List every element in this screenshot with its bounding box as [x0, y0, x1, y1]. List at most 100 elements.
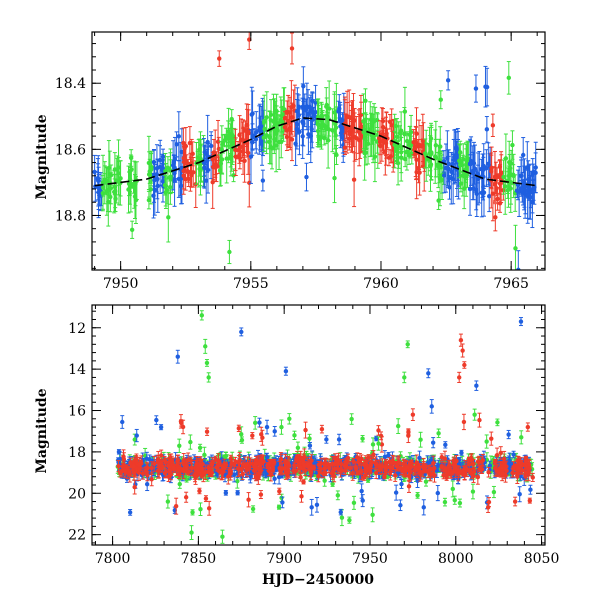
bottom-green-point [452, 498, 457, 503]
top-axes: 7950 7955 7960 7965 18.4 18.6 18.8 [55, 31, 546, 292]
top-green-point [407, 139, 413, 145]
top-green-point [165, 165, 171, 171]
top-green-point [226, 133, 231, 138]
top-green-point [132, 194, 138, 199]
bottom-green-point [349, 416, 354, 422]
top-blue-point [254, 130, 259, 135]
top-red-point [490, 123, 496, 128]
top-blue-point [450, 176, 456, 182]
top-red-point [217, 56, 222, 61]
top-red-point [190, 151, 195, 157]
top-blue-point [301, 121, 306, 126]
top-red-point [497, 164, 503, 169]
bottom-green-point [495, 420, 500, 425]
top-green-point [511, 172, 516, 177]
top-red-point [347, 114, 352, 120]
top-blue-point [92, 169, 97, 175]
top-green-point [464, 158, 469, 164]
top-red-point [284, 128, 290, 133]
top-blue-point [160, 154, 166, 159]
top-red-point [185, 168, 190, 174]
top-x-tick-label: 7965 [493, 276, 529, 292]
top-blue-point [257, 127, 262, 133]
top-red-point [383, 149, 388, 154]
top-blue-point [294, 126, 299, 132]
top-blue-point [473, 86, 479, 91]
top-y-tick-label: 18.8 [55, 208, 86, 224]
top-green-point [319, 123, 324, 128]
top-green-point [127, 185, 133, 190]
top-blue-point [446, 161, 451, 167]
top-green-point [227, 249, 232, 255]
bottom-green-point [239, 432, 244, 437]
top-blue-point [293, 141, 298, 146]
top-red-point [493, 215, 498, 220]
top-blue-point [519, 173, 524, 178]
top-red-point [282, 115, 288, 121]
top-y-tick-label: 18.4 [55, 76, 86, 92]
top-frame [91, 31, 546, 271]
top-blue-point [259, 141, 265, 146]
bottom-green-point [370, 442, 376, 447]
top-blue-point [487, 194, 492, 199]
top-green-point [273, 131, 279, 136]
top-blue-point [468, 161, 473, 166]
top-green-point [507, 168, 512, 173]
top-green-point [272, 120, 277, 125]
top-green-point [432, 154, 438, 159]
top-red-point [282, 125, 288, 130]
bottom-green-point [339, 515, 345, 520]
top-green-point [146, 197, 152, 203]
bottom-green-point [423, 479, 429, 484]
top-blue-point [484, 127, 490, 132]
top-blue-point [311, 111, 316, 116]
top-green-point [218, 161, 224, 166]
bottom-green-point [335, 493, 341, 498]
top-green-point [402, 156, 408, 162]
bottom-green-point [418, 437, 423, 442]
top-red-point [215, 139, 221, 144]
top-x-tick-label: 7950 [103, 276, 139, 292]
bottom-green-point [351, 500, 357, 506]
top-green-point [108, 194, 113, 200]
bottom-green-point [442, 499, 448, 505]
top-blue-point [176, 134, 182, 139]
bottom-green-point [279, 495, 284, 500]
top-red-point [381, 138, 386, 144]
bottom-green-point [457, 500, 463, 506]
top-blue-point [172, 178, 177, 184]
top-green-point [438, 97, 443, 102]
top-blue-point [301, 83, 306, 89]
top-green-point [433, 143, 439, 148]
top-red-point [417, 170, 422, 175]
top-green-point [108, 172, 114, 178]
bottom-green-point [470, 489, 476, 494]
top-green-point [505, 188, 510, 193]
bottom-green-point [235, 478, 240, 484]
top-red-point [238, 144, 243, 150]
top-red-point [376, 136, 382, 141]
top-blue-point [260, 178, 266, 183]
top-blue-point [305, 111, 311, 116]
bottom-green-point [360, 436, 365, 441]
top-red-point [191, 170, 196, 175]
bottom-green-point [307, 436, 312, 441]
top-green-point [438, 144, 443, 149]
top-blue-point [155, 176, 160, 182]
top-green-point [439, 177, 445, 183]
top-blue-point [157, 164, 163, 170]
top-blue-point [336, 109, 341, 114]
top-blue-point [441, 173, 447, 178]
top-green-point [398, 128, 404, 133]
top-green-point [324, 126, 329, 132]
top-green-point [100, 185, 106, 190]
top-blue-point [484, 165, 489, 171]
top-blue-point [203, 178, 209, 183]
top-blue-point [471, 186, 476, 191]
top-green-point [168, 174, 173, 179]
top-green-point [371, 136, 376, 142]
top-blue-point [205, 139, 210, 145]
top-red-point [233, 147, 238, 153]
